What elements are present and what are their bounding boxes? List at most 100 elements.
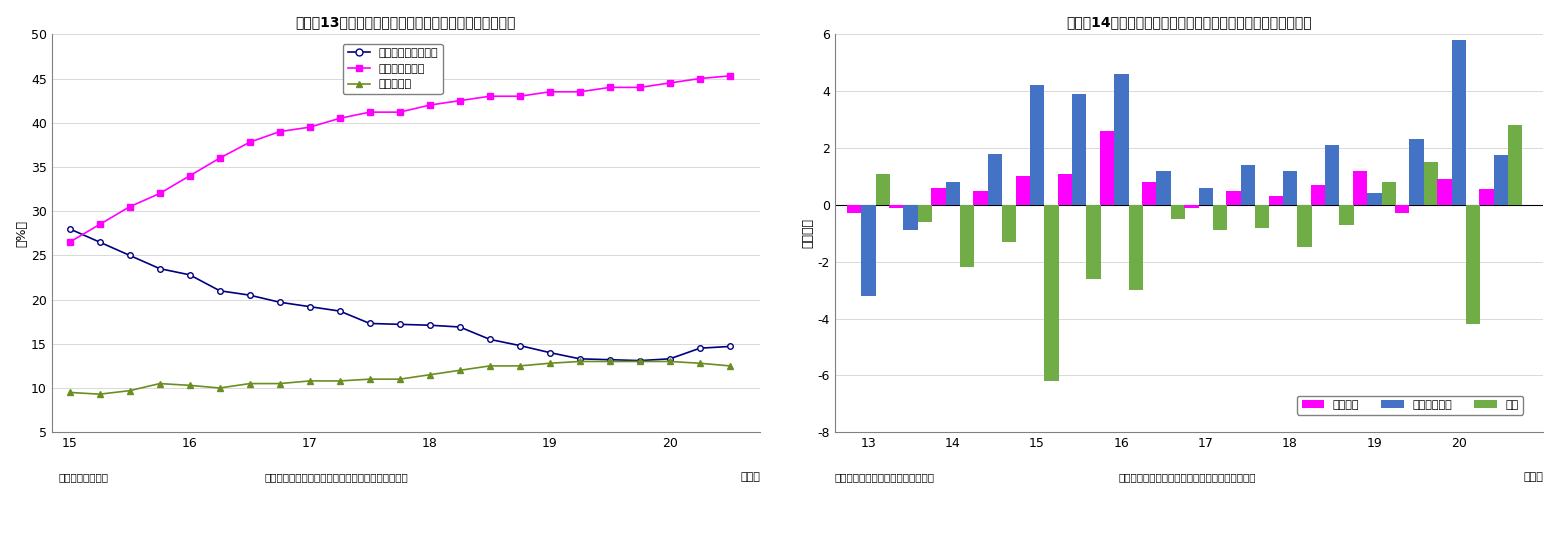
預金取扱機関シェア — [600, 356, 619, 363]
Line: 預金取扱機関シェア: 預金取扱機関シェア — [67, 226, 732, 363]
Bar — [1212, 205, 1228, 230]
預金取扱機関シェア — [690, 345, 709, 352]
海外シェア — [600, 358, 619, 364]
Bar — [1156, 171, 1170, 205]
日本銀行シェア — [480, 93, 499, 100]
Bar — [1368, 193, 1382, 205]
Bar — [1030, 85, 1044, 205]
日本銀行シェア — [150, 190, 168, 197]
海外シェア — [391, 376, 410, 382]
日本銀行シェア — [570, 88, 589, 95]
海外シェア — [61, 389, 79, 396]
預金取扱機関シェア — [301, 303, 319, 310]
Title: （図表14）公的年金の株・対外証券・国債投資（資金フロー）: （図表14）公的年金の株・対外証券・国債投資（資金フロー） — [1066, 15, 1312, 29]
Bar — [1100, 131, 1114, 205]
日本銀行シェア — [631, 84, 650, 91]
日本銀行シェア — [360, 109, 379, 115]
Text: （注）国債は、国庫短期証券と国債・財投債の合計: （注）国債は、国庫短期証券と国債・財投債の合計 — [265, 472, 408, 482]
Bar — [1282, 171, 1298, 205]
Bar — [1394, 205, 1410, 213]
預金取扱機関シェア — [120, 252, 139, 258]
Bar — [1480, 189, 1494, 205]
Bar — [1352, 171, 1368, 205]
預金取扱機関シェア — [240, 292, 259, 299]
日本銀行シェア — [181, 173, 199, 179]
Bar — [1508, 125, 1522, 205]
海外シェア — [511, 363, 530, 369]
海外シェア — [120, 388, 139, 394]
Bar — [974, 191, 988, 205]
海外シェア — [570, 358, 589, 364]
預金取扱機関シェア — [511, 343, 530, 349]
Bar — [946, 182, 960, 205]
Bar — [1198, 188, 1212, 205]
Bar — [1310, 185, 1324, 205]
Bar — [1324, 145, 1340, 205]
Legend: 預金取扱機関シェア, 日本銀行シェア, 海外シェア: 預金取扱機関シェア, 日本銀行シェア, 海外シェア — [343, 44, 442, 94]
日本銀行シェア — [450, 98, 469, 104]
Bar — [1268, 196, 1282, 205]
Bar — [1184, 205, 1198, 207]
日本銀行シェア — [690, 76, 709, 82]
日本銀行シェア — [330, 115, 349, 122]
Bar — [1298, 205, 1312, 248]
Text: （資料）日本銀行: （資料）日本銀行 — [59, 472, 109, 482]
Bar — [918, 205, 932, 222]
日本銀行シェア — [240, 139, 259, 145]
海外シェア — [720, 363, 738, 369]
日本銀行シェア — [301, 124, 319, 130]
預金取扱機関シェア — [631, 358, 650, 364]
海外シェア — [690, 360, 709, 367]
Bar — [1128, 205, 1144, 290]
海外シェア — [181, 382, 199, 389]
Bar — [1002, 205, 1016, 242]
預金取扱機関シェア — [570, 355, 589, 362]
Bar — [862, 205, 876, 296]
Bar — [1382, 182, 1396, 205]
預金取扱機関シェア — [271, 299, 290, 306]
海外シェア — [450, 367, 469, 374]
預金取扱機関シェア — [480, 336, 499, 343]
海外シェア — [150, 381, 168, 387]
海外シェア — [301, 378, 319, 384]
Bar — [1466, 205, 1480, 324]
Bar — [1170, 205, 1186, 219]
日本銀行シェア — [511, 93, 530, 100]
Bar — [848, 205, 862, 213]
Text: （注）国債は財投債を含み、国庫短期証券を除く: （注）国債は財投債を含み、国庫短期証券を除く — [1119, 472, 1256, 482]
海外シェア — [240, 381, 259, 387]
Bar — [1058, 174, 1072, 205]
日本銀行シェア — [600, 84, 619, 91]
Text: （資料）日本銀行「資金循環統計」: （資料）日本銀行「資金循環統計」 — [835, 472, 935, 482]
預金取扱機関シェア — [150, 265, 168, 272]
預金取扱機関シェア — [541, 349, 559, 356]
海外シェア — [661, 358, 679, 364]
Bar — [890, 205, 904, 207]
預金取扱機関シェア — [90, 239, 109, 245]
海外シェア — [421, 371, 439, 378]
日本銀行シェア — [661, 80, 679, 86]
預金取扱機関シェア — [181, 272, 199, 278]
日本銀行シェア — [61, 239, 79, 245]
Bar — [904, 205, 918, 230]
Bar — [1226, 191, 1240, 205]
Bar — [1256, 205, 1270, 228]
海外シェア — [360, 376, 379, 382]
Bar — [988, 154, 1002, 205]
預金取扱機関シェア — [720, 343, 738, 349]
Y-axis label: （兆円）: （兆円） — [801, 218, 815, 248]
海外シェア — [210, 385, 229, 391]
預金取扱機関シェア — [450, 324, 469, 330]
Bar — [1424, 162, 1438, 205]
海外シェア — [631, 358, 650, 364]
日本銀行シェア — [541, 88, 559, 95]
Text: （年）: （年） — [740, 472, 760, 482]
Bar — [1142, 182, 1156, 205]
海外シェア — [90, 391, 109, 397]
預金取扱機関シェア — [391, 321, 410, 327]
預金取扱機関シェア — [661, 355, 679, 362]
Bar — [1410, 139, 1424, 205]
Bar — [1114, 74, 1128, 205]
Bar — [1340, 205, 1354, 225]
Bar — [1086, 205, 1102, 279]
